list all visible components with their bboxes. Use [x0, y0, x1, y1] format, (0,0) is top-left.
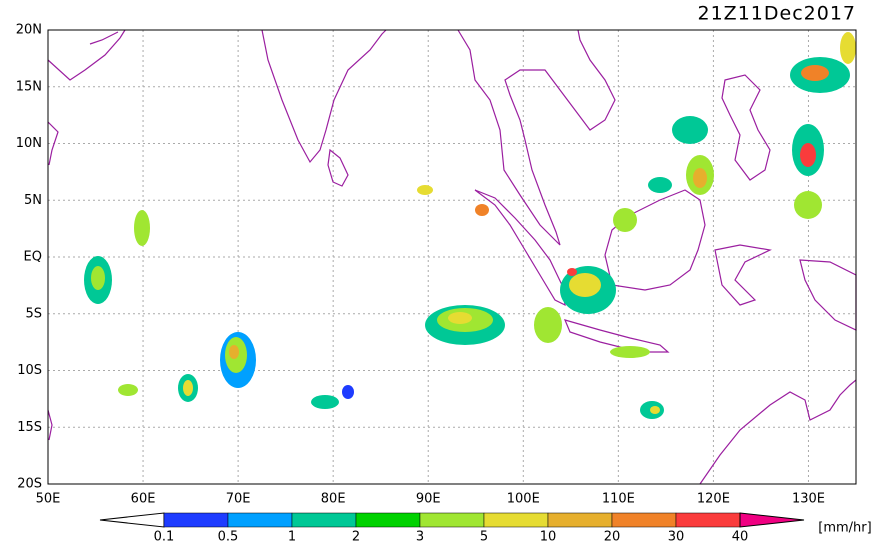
coast-arabia [89, 31, 119, 45]
graticule [48, 30, 856, 484]
lon-label: 60E [131, 492, 156, 507]
rain-cell [229, 345, 239, 359]
rain-cell [801, 65, 829, 81]
lat-label: EQ [24, 250, 42, 265]
rain-cell [613, 208, 637, 232]
lat-label: 20N [16, 23, 42, 38]
lat-label: 5N [24, 193, 42, 208]
coast-sumatra [474, 189, 566, 307]
lat-label: 15S [17, 420, 42, 435]
lat-label: 10S [17, 363, 42, 378]
precipitation [84, 32, 856, 419]
colorbar-box [547, 512, 613, 528]
lon-label: 90E [416, 492, 441, 507]
rain-cell [569, 273, 601, 297]
lon-label: 80E [321, 492, 346, 507]
rain-cell [311, 395, 339, 409]
rain-cell [567, 268, 577, 276]
colorbar-under [99, 512, 165, 528]
lon-label: 100E [507, 492, 540, 507]
rain-cell [800, 143, 816, 167]
colorbar-box [163, 512, 229, 528]
rain-cell [342, 385, 354, 399]
colorbar: 0.1 0.5 1 2 3 5 10 20 30 40 [mm/hr] [99, 512, 872, 544]
coast-india [261, 29, 387, 164]
lon-label: 70E [226, 492, 251, 507]
coast-madagascar [47, 409, 53, 441]
rain-cell [610, 346, 650, 358]
rain-cell [417, 185, 433, 195]
colorbar-tick-label: 0.1 [154, 530, 175, 544]
lon-label: 120E [697, 492, 730, 507]
coast-africa [47, 29, 126, 166]
colorbar-box [355, 512, 421, 528]
lat-label: 10N [16, 136, 42, 151]
rain-cell [648, 177, 672, 193]
lat-label: 5S [25, 306, 42, 321]
colorbar-box [291, 512, 357, 528]
colorbar-tick-label: 2 [352, 530, 360, 544]
rain-cell [672, 116, 708, 144]
rain-cell [794, 191, 822, 219]
lon-label: 50E [36, 492, 61, 507]
colorbar-box [675, 512, 741, 528]
rain-cell [118, 384, 138, 396]
colorbar-unit: [mm/hr] [818, 521, 871, 536]
colorbar-tick-label: 10 [540, 530, 557, 544]
colorbar-tick-label: 0.5 [218, 530, 239, 544]
map-frame [47, 29, 857, 485]
rain-cell [134, 210, 150, 246]
colorbar-tick-label: 3 [416, 530, 424, 544]
coastlines [47, 29, 857, 485]
coast-myanmar-malaya [457, 29, 616, 246]
colorbar-tick-label: 1 [288, 530, 296, 544]
coast-philippines [721, 74, 771, 181]
coast-srilanka [327, 148, 349, 187]
coast-newguinea [799, 259, 857, 331]
colorbar-box [483, 512, 549, 528]
coast-australia [699, 379, 857, 485]
rain-cell [448, 312, 472, 324]
colorbar-tick-label: 5 [480, 530, 488, 544]
colorbar-box [419, 512, 485, 528]
rain-cell [475, 204, 489, 216]
rain-cell [693, 168, 707, 188]
colorbar-tick-label: 20 [604, 530, 621, 544]
lat-label: 20S [17, 477, 42, 492]
map-title: 21Z11Dec2017 [698, 3, 857, 25]
lat-label: 15N [16, 79, 42, 94]
colorbar-tick-label: 30 [668, 530, 685, 544]
lon-label: 130E [792, 492, 825, 507]
coast-sulawesi [714, 244, 772, 306]
lon-label: 110E [602, 492, 635, 507]
rain-cell [650, 406, 660, 414]
rain-cell [91, 266, 105, 290]
rain-cell [183, 380, 193, 396]
colorbar-over [739, 512, 805, 528]
rain-cell [534, 307, 562, 343]
coast-borneo [604, 189, 706, 291]
colorbar-tick-label: 40 [732, 530, 749, 544]
coast-java [563, 319, 670, 353]
colorbar-box [227, 512, 293, 528]
colorbar-box [611, 512, 677, 528]
rain-cell [840, 32, 856, 64]
